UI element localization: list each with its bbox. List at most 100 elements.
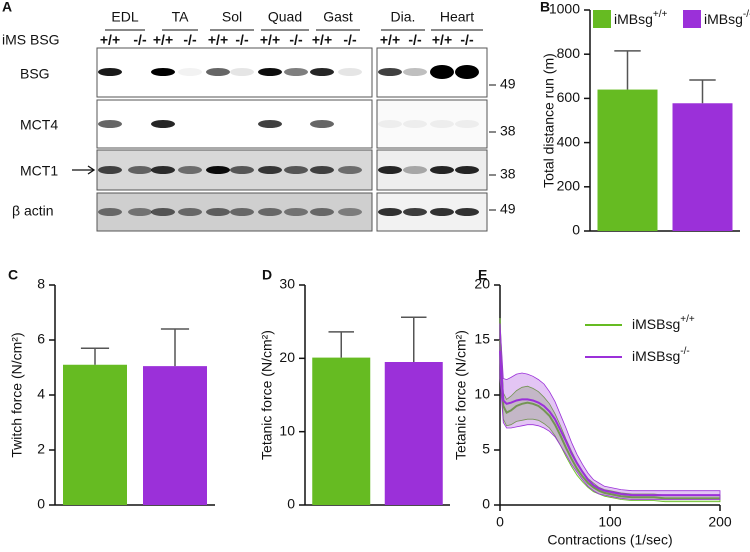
y-axis-label: Total distance run (m) bbox=[541, 53, 557, 188]
band bbox=[98, 208, 122, 216]
genotype: +/+ bbox=[100, 32, 120, 48]
band bbox=[403, 120, 427, 128]
band bbox=[178, 166, 202, 174]
genotype: +/+ bbox=[380, 32, 400, 48]
y-tick-label: 10 bbox=[279, 422, 295, 438]
genotype: -/- bbox=[289, 32, 303, 48]
genotype: -/- bbox=[408, 32, 422, 48]
blot-box bbox=[376, 99, 488, 149]
y-tick-label: 0 bbox=[482, 496, 490, 512]
genotype: -/- bbox=[183, 32, 197, 48]
y-tick-label: 8 bbox=[37, 276, 45, 292]
legend-label: iMBsg-/- bbox=[704, 9, 750, 27]
legend-label: iMSBsg+/+ bbox=[632, 314, 695, 332]
band bbox=[258, 120, 282, 128]
genotype: -/- bbox=[460, 32, 474, 48]
bar bbox=[312, 357, 371, 505]
band bbox=[206, 208, 230, 216]
row-label: MCT1 bbox=[20, 163, 58, 179]
band bbox=[178, 208, 202, 216]
y-tick-label: 4 bbox=[37, 386, 45, 402]
band bbox=[258, 68, 282, 76]
group-label: Sol bbox=[222, 9, 242, 25]
band bbox=[310, 120, 334, 128]
error-bar bbox=[160, 328, 190, 367]
band bbox=[151, 208, 175, 216]
x-axis-label: Contractions (1/sec) bbox=[547, 532, 672, 548]
group-label: Gast bbox=[323, 9, 353, 25]
mean-line bbox=[499, 339, 720, 500]
band bbox=[284, 166, 308, 174]
band bbox=[284, 68, 308, 76]
bar bbox=[672, 103, 733, 231]
y-tick-label: 30 bbox=[279, 276, 295, 292]
y-tick-label: 0 bbox=[287, 496, 295, 512]
band bbox=[178, 68, 202, 76]
row-label: MCT4 bbox=[20, 117, 58, 133]
y-tick-label: 1000 bbox=[549, 1, 580, 17]
error-bar bbox=[80, 347, 110, 365]
y-tick-label: 2 bbox=[37, 441, 45, 457]
genotype: -/- bbox=[343, 32, 357, 48]
genotype: +/+ bbox=[312, 32, 332, 48]
band bbox=[151, 68, 175, 76]
band bbox=[258, 166, 282, 174]
band bbox=[258, 208, 282, 216]
band bbox=[206, 166, 230, 174]
genotype: +/+ bbox=[208, 32, 228, 48]
legend-swatch bbox=[683, 10, 701, 28]
band bbox=[338, 208, 362, 216]
arrow-head bbox=[87, 165, 96, 175]
band bbox=[98, 120, 122, 128]
error-bar bbox=[614, 50, 641, 90]
band bbox=[455, 65, 479, 79]
band bbox=[430, 120, 454, 128]
error-band bbox=[499, 323, 721, 500]
band bbox=[378, 68, 402, 76]
y-tick-label: 0 bbox=[572, 222, 580, 238]
band bbox=[455, 120, 479, 128]
band bbox=[206, 68, 230, 76]
x-tick-label: 0 bbox=[496, 514, 504, 530]
band bbox=[378, 166, 402, 174]
y-tick-label: 800 bbox=[557, 45, 581, 61]
band bbox=[403, 68, 427, 76]
band bbox=[230, 208, 254, 216]
y-tick-label: 20 bbox=[474, 276, 490, 292]
band bbox=[430, 65, 454, 79]
band bbox=[378, 120, 402, 128]
y-tick-label: 600 bbox=[557, 89, 581, 105]
group-label: EDL bbox=[111, 9, 138, 25]
genotype: -/- bbox=[133, 32, 147, 48]
band bbox=[455, 208, 479, 216]
y-axis-label: Twitch force (N/cm²) bbox=[9, 332, 25, 457]
band bbox=[403, 166, 427, 174]
band bbox=[338, 68, 362, 76]
band bbox=[430, 166, 454, 174]
row-label: BSG bbox=[20, 66, 50, 82]
band bbox=[98, 166, 122, 174]
genotype: +/+ bbox=[153, 32, 173, 48]
y-tick-label: 400 bbox=[557, 133, 581, 149]
band bbox=[310, 68, 334, 76]
mean-line bbox=[499, 350, 720, 497]
genotype: +/+ bbox=[432, 32, 452, 48]
panel-label: A bbox=[2, 0, 12, 15]
band bbox=[430, 208, 454, 216]
bar bbox=[63, 364, 127, 505]
legend-label: iMBsg+/+ bbox=[614, 9, 668, 27]
group-label: Heart bbox=[440, 9, 474, 25]
band bbox=[378, 208, 402, 216]
bar bbox=[384, 362, 443, 505]
band bbox=[284, 208, 308, 216]
band bbox=[455, 166, 479, 174]
genotype: -/- bbox=[235, 32, 249, 48]
band bbox=[403, 208, 427, 216]
x-tick-label: 100 bbox=[598, 514, 622, 530]
band bbox=[230, 68, 254, 76]
legend-swatch bbox=[593, 10, 611, 28]
y-tick-label: 10 bbox=[474, 386, 490, 402]
genotype-label: iMS BSG bbox=[2, 32, 60, 48]
band bbox=[338, 166, 362, 174]
